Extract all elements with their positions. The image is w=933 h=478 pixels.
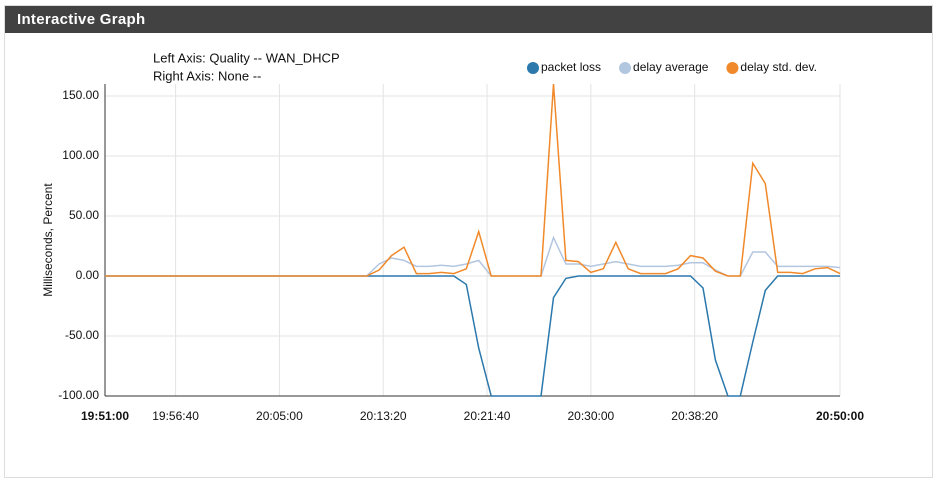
- x-tick-label: 20:13:20: [360, 409, 407, 423]
- y-tick-label: 150.00: [62, 88, 99, 102]
- y-axis-label: Milliseconds, Percent: [41, 183, 55, 297]
- y-tick-label: -100.00: [58, 388, 99, 402]
- legend-label: delay std. dev.: [740, 60, 817, 74]
- subtitle: Right Axis: None --: [153, 68, 261, 83]
- y-tick-label: 0.00: [76, 268, 100, 282]
- y-tick-label: 100.00: [62, 148, 99, 162]
- x-tick-label: 20:05:00: [256, 409, 303, 423]
- legend-marker: [527, 62, 539, 74]
- x-tick-label: 20:50:00: [816, 409, 864, 423]
- x-tick-label: 19:51:00: [81, 409, 129, 423]
- subtitle: Left Axis: Quality -- WAN_DHCP: [153, 50, 340, 65]
- panel: Interactive Graph: [4, 5, 933, 478]
- panel-title: Interactive Graph: [5, 6, 932, 33]
- series-line: [105, 83, 841, 277]
- x-tick-label: 20:38:20: [671, 409, 718, 423]
- legend-marker: [619, 62, 632, 74]
- x-tick-label: 20:30:00: [567, 409, 614, 423]
- x-tick-label: 19:56:40: [152, 409, 199, 423]
- legend-label: packet loss: [541, 60, 601, 74]
- legend-marker: [726, 62, 739, 74]
- x-tick-label: 20:21:40: [464, 409, 511, 423]
- y-tick-label: 50.00: [69, 208, 99, 222]
- series-line: [105, 235, 841, 277]
- y-tick-label: -50.00: [65, 328, 99, 342]
- legend-label: delay average: [633, 60, 709, 74]
